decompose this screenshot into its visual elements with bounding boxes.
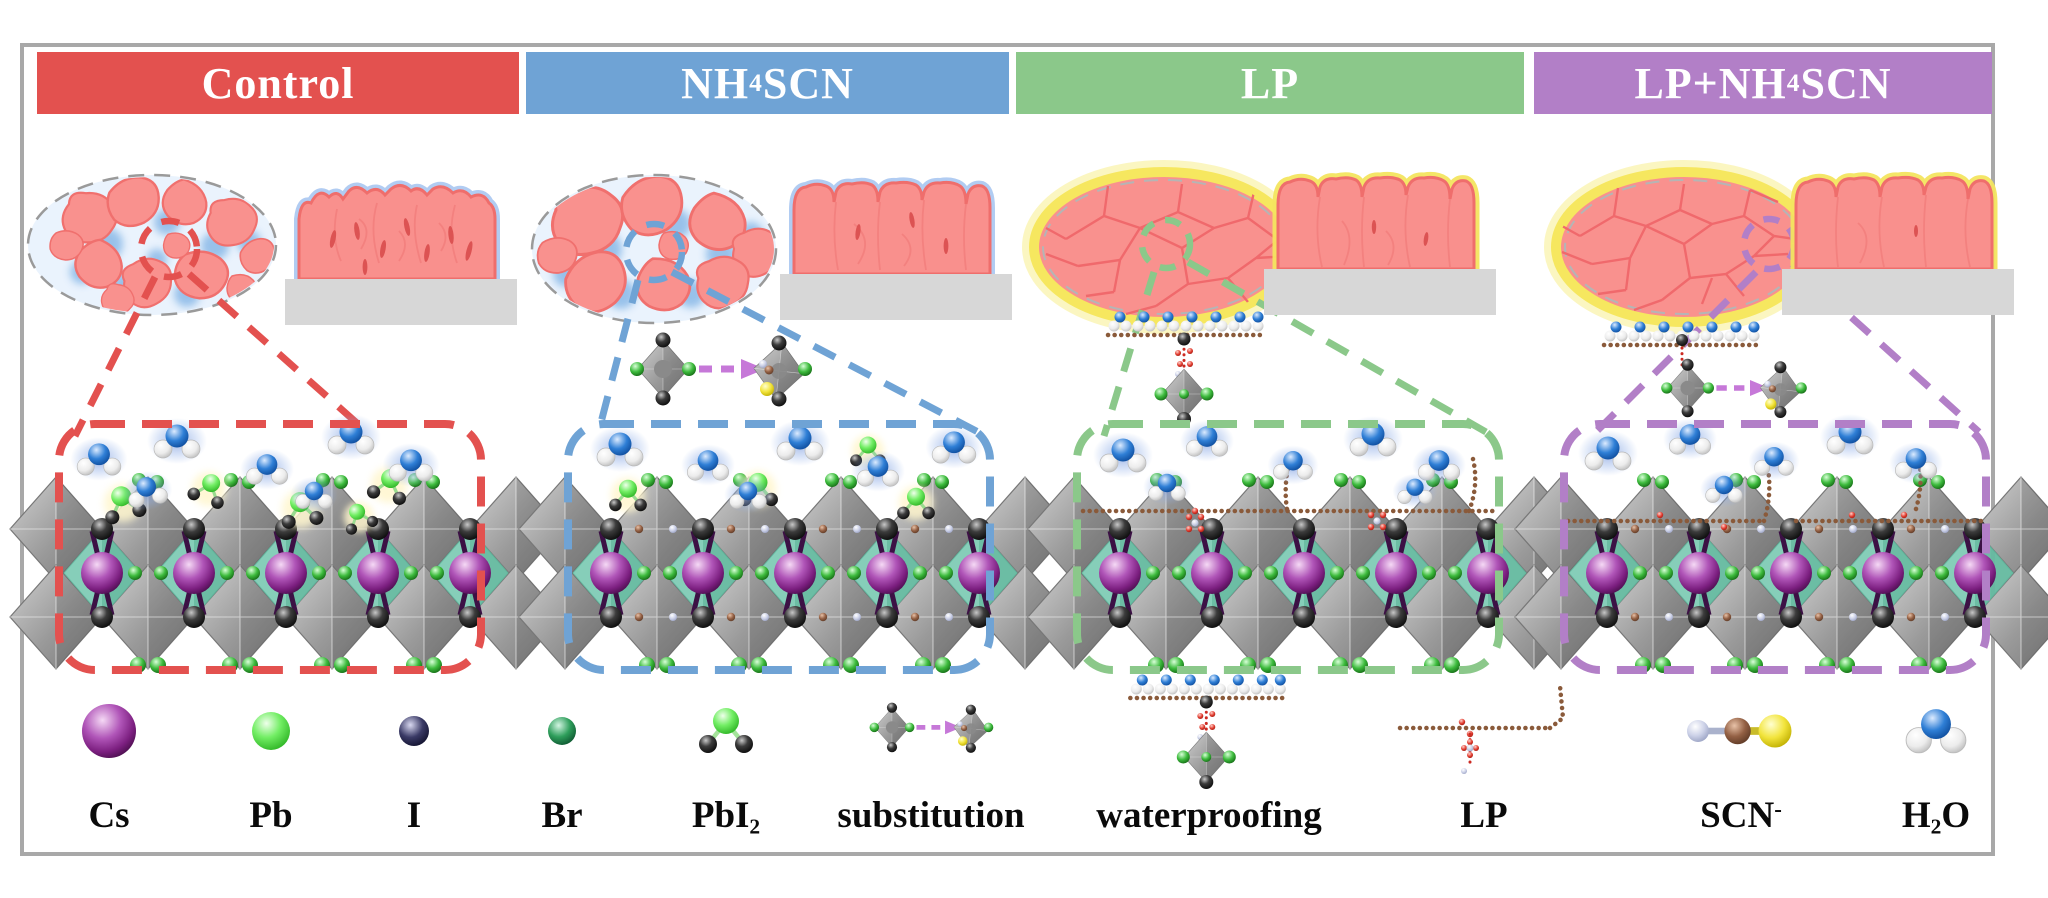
scn-molecule-icon (1687, 714, 1792, 748)
panel-title: LP+NH (1634, 58, 1787, 108)
film-cross-section-illustration (1782, 171, 2014, 315)
film-voids (329, 218, 473, 275)
panel-lp-nh4scn (1534, 160, 2022, 674)
grain-topview-illustration (1544, 160, 1824, 334)
legend-item-pb: Pb (236, 665, 306, 838)
h2o-molecule-icon (1896, 696, 1976, 766)
zoom-indicator (622, 220, 686, 284)
crystal-structure-illustration (519, 418, 1071, 673)
legend-label: SCN- (1700, 795, 1782, 836)
substitution-icon (1661, 359, 1807, 418)
legend-label: I (406, 795, 422, 836)
grain-topview-illustration (1022, 160, 1306, 334)
legend-item-lp: LP (1394, 665, 1574, 838)
crystal-structure-illustration (1515, 412, 2048, 673)
br-atom-icon (548, 717, 576, 745)
zoom-lines (1100, 258, 1488, 438)
legend-item-i: I (384, 665, 444, 838)
waterproofing-icon (1126, 671, 1292, 791)
grain-boundaries (1561, 183, 1803, 312)
legend-item-h2o: H2O (1896, 665, 1976, 838)
grain-topview-illustration (26, 173, 278, 317)
legend-item-substitution: substitution (837, 665, 1025, 838)
panel-header-lp: LP (1016, 52, 1524, 114)
substrate (1782, 269, 2014, 315)
film-voids (855, 212, 949, 254)
legend-label: Br (541, 795, 583, 836)
film-voids (1371, 220, 1429, 246)
legend-item-waterproofing: waterproofing (1096, 665, 1322, 838)
legend-label: LP (1460, 795, 1508, 836)
legend-label: waterproofing (1096, 795, 1322, 836)
panel-header-nh4scn: NH 4 SCN (526, 52, 1009, 114)
zoom-indicator (137, 217, 201, 281)
film-voids (1914, 225, 1918, 237)
legend-label: Pb (249, 795, 293, 836)
zoom-lines (594, 268, 980, 436)
legend-item-scn: SCN- (1681, 665, 1801, 838)
crystal-zoom-box (55, 420, 485, 674)
panel-title: Control (201, 58, 355, 108)
legend-label: H2O (1901, 795, 1971, 839)
legend-item-pbi2: PbI2 (681, 665, 771, 838)
panel-header-lp-nh4scn: LP+NH 4 SCN (1534, 52, 1992, 114)
scn-substituted-sites (634, 524, 953, 622)
panel-title: NH (681, 58, 750, 108)
panel-lp (1022, 160, 1504, 674)
waterproofing-icon (1604, 322, 1760, 368)
film-cross-section-illustration (780, 177, 1012, 320)
film-cross-section-illustration (285, 180, 517, 325)
i-atom-icon (399, 716, 429, 746)
substrate (285, 279, 517, 325)
legend-label: substitution (837, 795, 1025, 836)
grain-topview-illustration (530, 173, 778, 325)
panel-nh4scn (526, 173, 1014, 674)
grains (536, 177, 774, 321)
pbi2-molecule-icon (681, 691, 771, 771)
substitution-icon (630, 333, 812, 407)
zoom-indicator (1138, 216, 1194, 272)
figure-frame: Control NH 4 SCN LP LP+NH 4 SCN (20, 43, 1995, 856)
zoom-lines (71, 271, 370, 438)
substitution-icon (861, 686, 1001, 776)
legend-item-br: Br (532, 665, 592, 838)
legend-label: Cs (88, 795, 130, 836)
film-cross-section-illustration (1264, 171, 1496, 315)
cs-atom-icon (82, 704, 136, 758)
substrate (1264, 269, 1496, 315)
crystal-zoom-box (564, 420, 994, 674)
panel-header-control: Control (37, 52, 519, 114)
panel-title: LP (1240, 58, 1300, 108)
lp-chain-icon (1394, 676, 1574, 786)
panel-control (37, 173, 525, 674)
pb-atom-icon (252, 712, 290, 750)
crystal-zoom-box (1560, 420, 1990, 674)
legend-label: PbI2 (691, 795, 761, 839)
crystal-zoom-box (1073, 420, 1503, 674)
substrate (780, 274, 1012, 320)
crystal-structure-illustration (1028, 414, 1580, 673)
legend-item-cs: Cs (69, 665, 149, 838)
scn-substituted-sites (1630, 524, 1949, 622)
